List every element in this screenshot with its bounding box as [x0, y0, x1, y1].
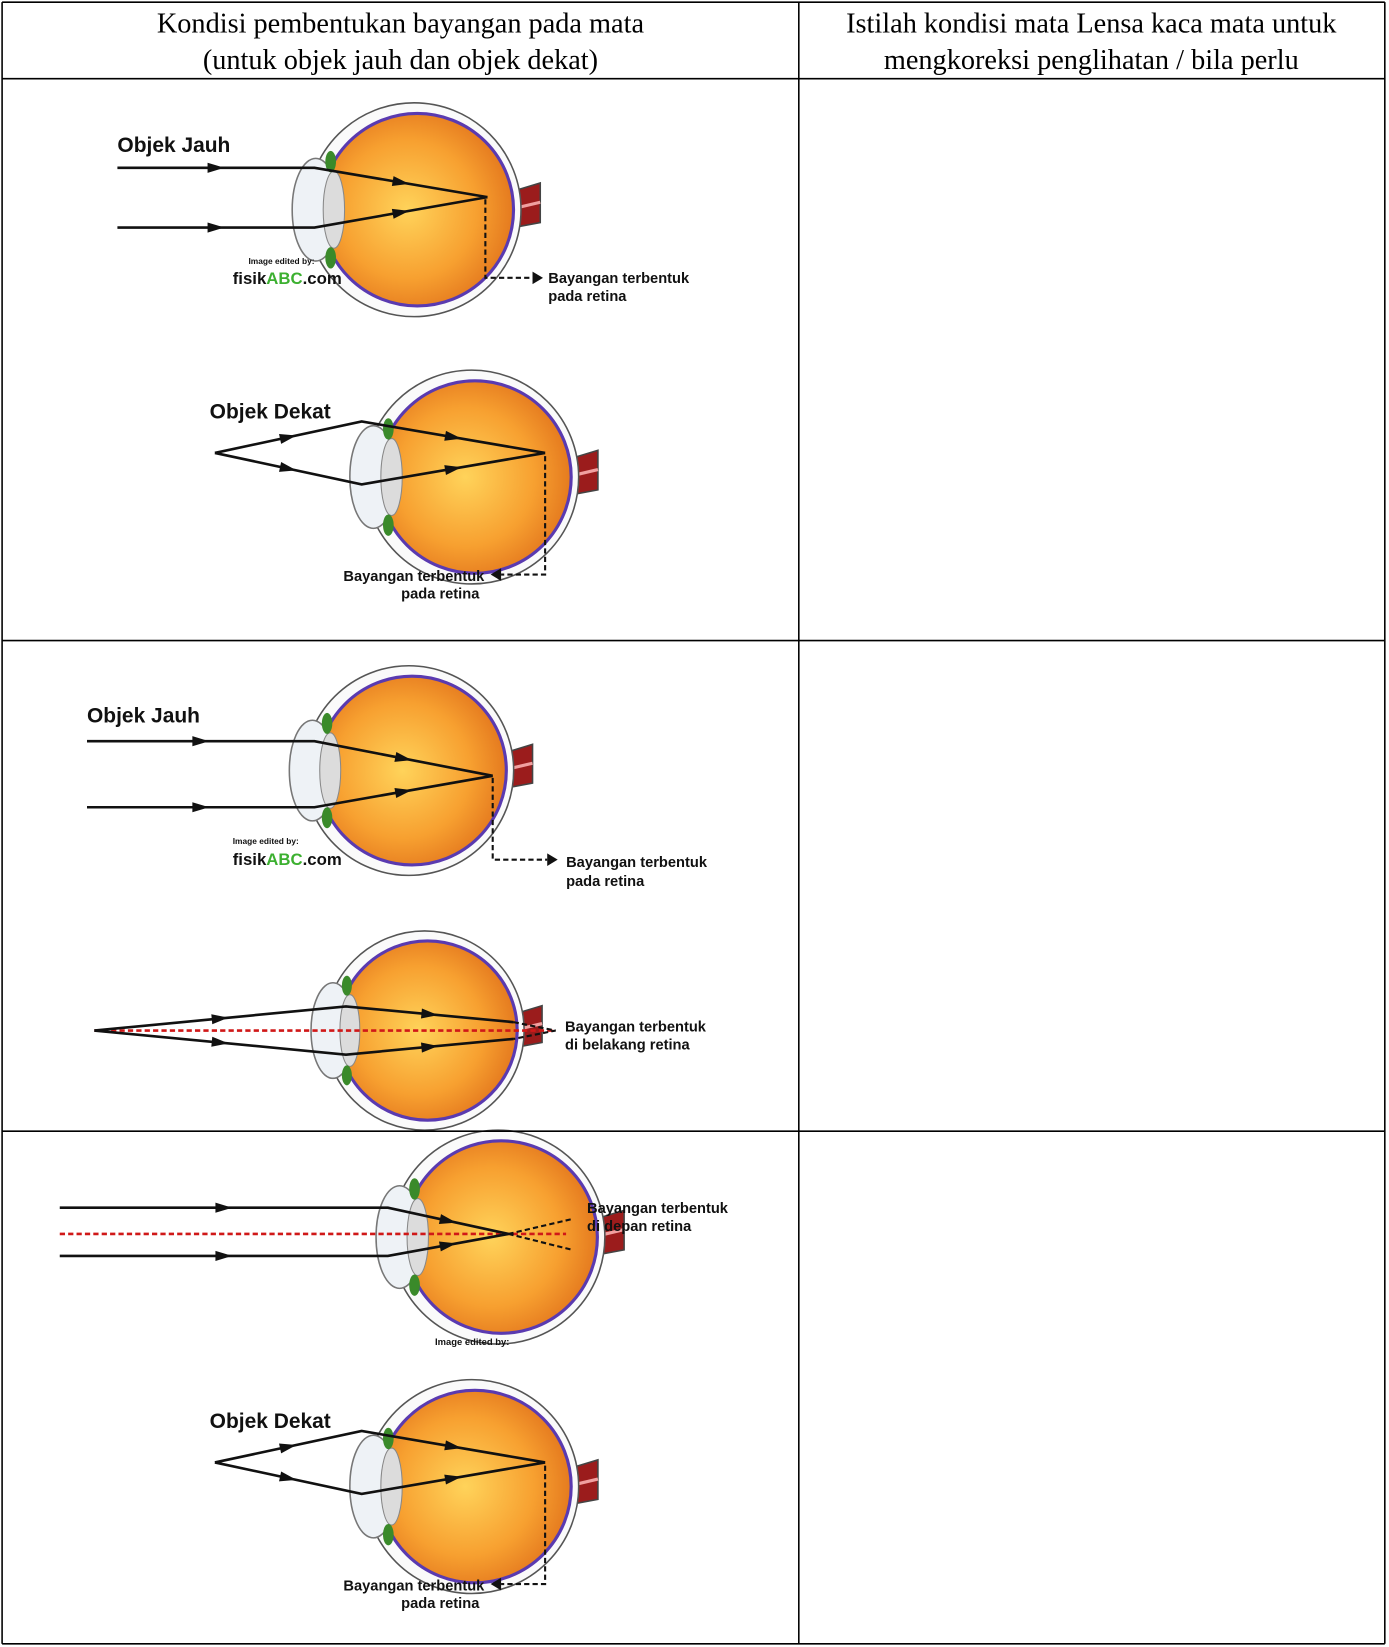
arrowhead	[279, 1443, 297, 1454]
caption: Bayangan terbentuk	[587, 1201, 729, 1217]
ray	[214, 451, 546, 486]
arrowhead	[444, 430, 462, 441]
iris	[409, 1274, 420, 1296]
header-text: Istilah kondisi mata Lensa kaca mata unt…	[846, 9, 1337, 40]
dashed-line	[484, 199, 533, 279]
arrowhead	[215, 1250, 233, 1261]
header-text: (untuk objek jauh dan objek dekat)	[203, 45, 598, 76]
caption: pada retina	[401, 1596, 480, 1612]
arrowhead	[391, 208, 410, 219]
credit: Image edited by:	[435, 1336, 509, 1347]
dashed-line	[501, 456, 547, 576]
arrowhead	[279, 461, 297, 472]
ray	[117, 195, 488, 229]
arrowhead	[490, 568, 502, 581]
lens	[406, 1198, 429, 1277]
credit: Image edited by:	[248, 256, 314, 266]
iris	[382, 418, 394, 440]
site-part: fisik	[233, 850, 267, 869]
lens	[322, 170, 346, 249]
dashed-line	[501, 1465, 547, 1586]
caption: Bayangan terbentuk	[548, 271, 690, 287]
object-label: Objek Jauh	[87, 704, 200, 727]
dashed-line	[508, 1218, 572, 1235]
arrowhead	[207, 162, 225, 173]
arrowhead	[211, 1014, 229, 1025]
ray	[117, 166, 488, 199]
site-part: .com	[303, 269, 342, 288]
ray	[94, 1005, 514, 1032]
caption: Bayangan terbentuk	[565, 1020, 707, 1036]
ray	[214, 1429, 546, 1464]
site: fisikABC.com	[233, 850, 342, 869]
ray	[214, 420, 546, 455]
arrowhead	[420, 1042, 439, 1053]
arrowhead	[438, 1214, 457, 1224]
iris	[382, 514, 394, 536]
arrowhead	[279, 1471, 297, 1482]
arrowhead	[215, 1202, 233, 1213]
caption: pada retina	[401, 587, 480, 603]
iris	[409, 1178, 420, 1200]
arrowhead	[394, 788, 412, 798]
caption: pada retina	[566, 874, 645, 890]
caption: di belakang retina	[565, 1037, 690, 1053]
credit: Image edited by:	[233, 836, 299, 846]
caption: pada retina	[548, 289, 627, 305]
arrowhead	[490, 1577, 502, 1591]
ray	[214, 1461, 546, 1496]
arrowhead	[391, 176, 410, 187]
arrowhead	[192, 736, 210, 747]
diagrams	[59, 102, 625, 1595]
iris	[382, 1427, 394, 1450]
iris	[341, 975, 352, 996]
dashed-line	[513, 1021, 556, 1040]
arrowhead	[420, 1008, 439, 1019]
arrowhead	[547, 853, 558, 866]
dashed-line	[491, 777, 548, 861]
site-part: .com	[303, 850, 342, 869]
caption: Bayangan terbentuk	[343, 569, 485, 585]
iris	[325, 247, 337, 269]
header-text: mengkoreksi penglihatan / bila perlu	[884, 45, 1299, 76]
object-label: Objek Dekat	[210, 400, 331, 423]
object-label: Objek Jauh	[117, 134, 230, 157]
header-text: Kondisi pembentukan bayangan pada mata	[157, 9, 645, 40]
arrowhead	[444, 465, 462, 476]
caption: Bayangan terbentuk	[343, 1578, 485, 1594]
eyeball	[403, 1139, 599, 1335]
arrowhead	[211, 1036, 229, 1047]
arrowhead	[444, 1474, 462, 1485]
eyeball	[316, 674, 508, 867]
iris	[321, 712, 333, 734]
lens	[319, 732, 342, 809]
ray	[87, 739, 493, 778]
arrowhead	[207, 222, 225, 233]
iris	[321, 807, 333, 829]
caption: di depan retina	[587, 1219, 692, 1235]
arrowhead	[192, 802, 210, 813]
dashed-line	[508, 1232, 572, 1251]
arrowhead	[394, 751, 412, 762]
arrowhead	[438, 1241, 457, 1252]
arrowhead	[444, 1440, 462, 1451]
site-part: fisik	[233, 269, 267, 288]
arrowhead	[279, 434, 297, 444]
object-label: Objek Dekat	[210, 1410, 331, 1433]
iris	[382, 1523, 394, 1546]
site: fisikABC.com	[233, 269, 342, 288]
iris	[325, 150, 337, 173]
ray	[87, 774, 493, 809]
arrowhead	[532, 271, 544, 285]
site-part: ABC	[266, 850, 302, 869]
ray	[59, 1232, 509, 1258]
site-part: ABC	[266, 269, 302, 288]
ray	[94, 1029, 514, 1056]
ray	[59, 1206, 509, 1236]
caption: Bayangan terbentuk	[566, 855, 708, 871]
iris	[341, 1065, 352, 1086]
